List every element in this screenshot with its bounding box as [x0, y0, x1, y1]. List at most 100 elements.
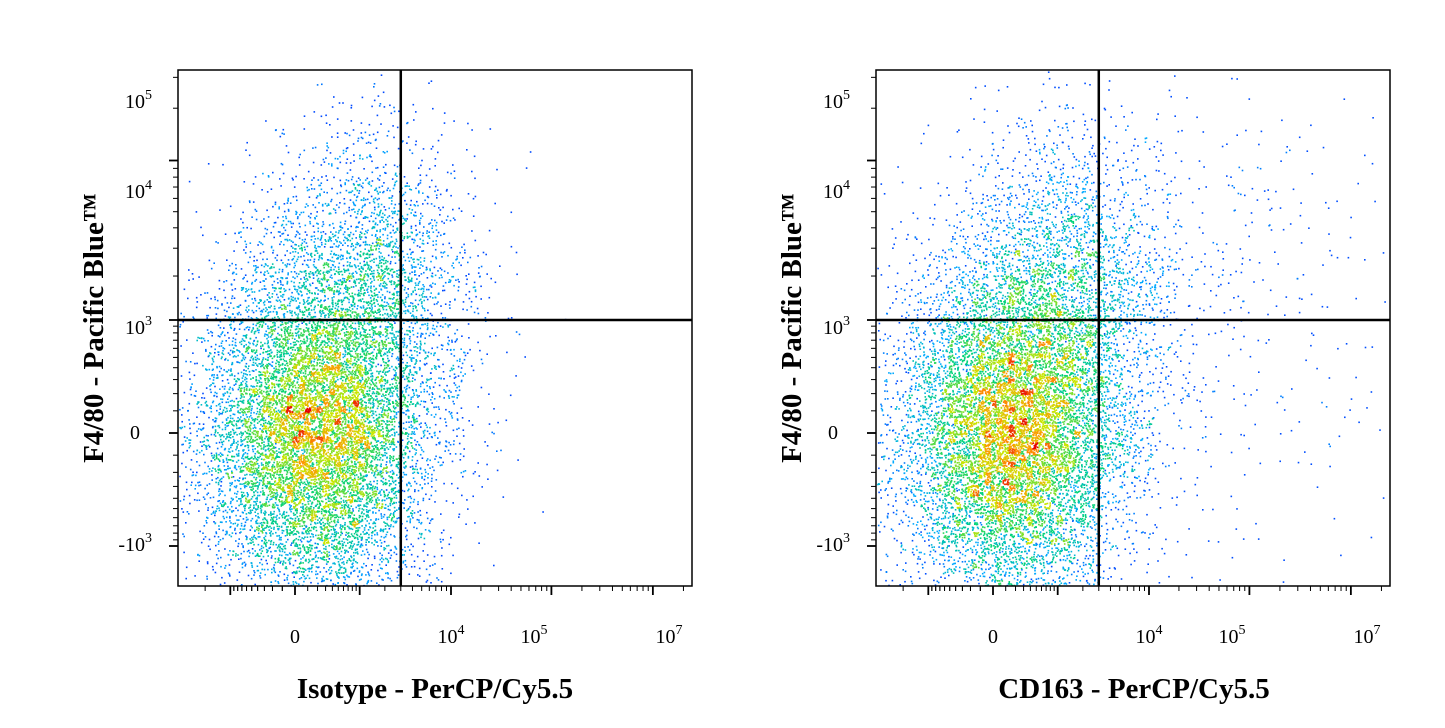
event-dot [333, 380, 335, 383]
event-dot [353, 554, 355, 557]
event-dot [352, 517, 354, 519]
event-dot [197, 428, 200, 430]
event-dot [238, 386, 241, 389]
event-dot [352, 449, 354, 451]
event-dot [215, 454, 218, 456]
event-dot [367, 379, 370, 381]
event-dot [212, 382, 215, 385]
event-dot [283, 313, 286, 315]
event-dot [310, 479, 313, 481]
event-dot [426, 458, 429, 460]
event-dot [299, 567, 302, 570]
event-dot [284, 364, 286, 366]
event-dot [256, 446, 259, 448]
event-dot [296, 494, 299, 497]
event-dot [291, 532, 293, 534]
event-dot [207, 509, 209, 511]
event-dot [237, 411, 239, 413]
event-dot [347, 385, 349, 387]
event-dot [349, 516, 352, 519]
event-dot [405, 566, 408, 568]
event-dot [401, 358, 404, 360]
event-dot [353, 376, 356, 378]
event-dot [387, 407, 390, 409]
event-dot [349, 499, 351, 501]
event-dot [297, 307, 299, 310]
event-dot [222, 454, 224, 456]
event-dot [416, 518, 419, 521]
event-dot [403, 507, 405, 509]
event-dot [210, 297, 212, 300]
event-dot [332, 373, 335, 375]
event-dot [269, 389, 272, 391]
event-dot [322, 385, 324, 387]
event-dot [339, 402, 342, 405]
event-dot [305, 478, 308, 481]
event-dot [495, 335, 497, 337]
event-dot [369, 480, 372, 483]
event-dot [253, 571, 256, 574]
event-dot [270, 245, 273, 248]
event-dot [369, 297, 372, 299]
event-dot [372, 416, 375, 419]
event-dot [220, 357, 223, 360]
event-dot [283, 510, 285, 513]
event-dot [387, 448, 390, 450]
event-dot [334, 546, 337, 548]
event-dot [308, 289, 311, 292]
event-dot [358, 570, 361, 572]
event-dot [295, 525, 298, 528]
event-dot [344, 380, 347, 382]
event-dot [274, 345, 277, 348]
event-dot [360, 343, 363, 345]
event-dot [336, 476, 338, 478]
event-dot [290, 434, 293, 437]
event-dot [207, 492, 210, 494]
event-dot [226, 302, 229, 304]
event-dot [338, 283, 341, 286]
event-dot [354, 350, 357, 353]
event-dot [277, 363, 280, 366]
event-dot [239, 528, 242, 530]
event-dot [223, 435, 225, 438]
event-dot [273, 308, 276, 310]
event-dot [263, 417, 265, 419]
event-dot [354, 372, 357, 375]
event-dot [405, 391, 407, 393]
event-dot [418, 395, 420, 397]
event-dot [281, 296, 284, 298]
event-dot [228, 448, 230, 450]
event-dot [363, 264, 365, 267]
event-dot [262, 478, 265, 481]
event-dot [292, 410, 295, 412]
event-dot [344, 438, 347, 440]
event-dot [393, 496, 396, 499]
event-dot [333, 480, 336, 482]
event-dot [235, 514, 237, 517]
event-dot [370, 373, 372, 375]
event-dot [272, 374, 275, 377]
event-dot [287, 582, 290, 585]
event-dot [390, 512, 392, 515]
event-dot [236, 500, 238, 502]
event-dot [323, 419, 326, 422]
event-dot [389, 416, 392, 418]
event-dot [224, 424, 227, 426]
event-dot [239, 503, 242, 506]
event-dot [353, 403, 356, 405]
event-dot [346, 415, 349, 418]
event-dot [357, 553, 359, 555]
event-dot [391, 487, 393, 490]
event-dot [312, 486, 315, 488]
event-dot [247, 399, 250, 401]
event-dot [310, 417, 312, 419]
event-dot [293, 550, 295, 552]
event-dot [265, 543, 267, 546]
event-dot [261, 344, 264, 346]
event-dot [329, 373, 332, 376]
event-dot [312, 374, 314, 377]
event-dot [345, 363, 348, 366]
event-dot [265, 393, 268, 396]
event-dot [270, 498, 273, 500]
event-dot [255, 497, 257, 500]
